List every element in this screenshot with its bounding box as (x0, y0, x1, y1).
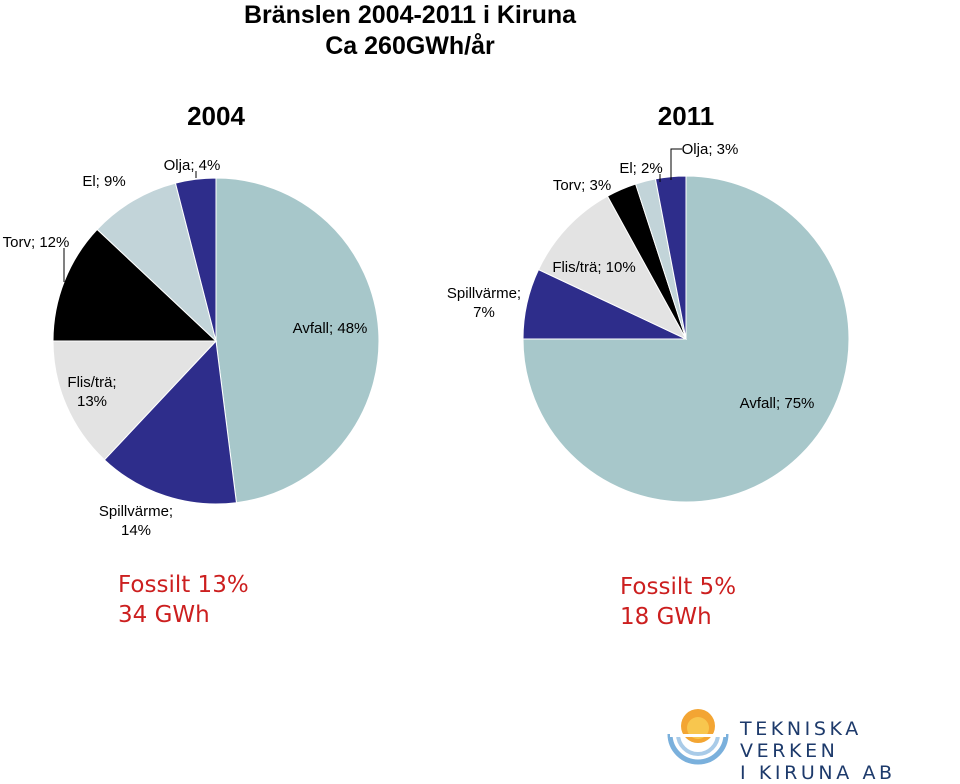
logo-line1: TEKNISKA VERKEN (740, 718, 862, 762)
slice-spillvärme-2004 (103, 339, 237, 505)
slice-label-el-2011: El; 2% (619, 160, 662, 177)
slice-label-avfall-2011: Avfall; 75% (740, 395, 815, 412)
logo-icon (667, 709, 729, 765)
slice-avfall-2011 (522, 175, 850, 503)
fossil-energy-2011: 18 GWh (620, 604, 712, 630)
fossil-summary-2004: Fossilt 13% 34 GWh (118, 570, 249, 630)
slice-label-el-2004: El; 9% (82, 173, 125, 190)
slice-el-2004 (96, 182, 217, 343)
logo-water-mid (676, 733, 720, 756)
pie-title-2004: 2004 (187, 101, 245, 131)
slice-label-flis-trä-2004: Flis/trä; 13% (67, 374, 116, 410)
slice-label-torv-2004: Torv; 12% (3, 234, 70, 251)
logo-sun-inner (687, 717, 709, 739)
fossil-share-2011: Fossilt 5% (620, 574, 737, 600)
slice-label-flis-trä-2011: Flis/trä; 10% (552, 259, 635, 276)
chart-title-line2: Ca 260GWh/år (325, 32, 495, 60)
pie-chart-2004: 2004 Avfall; 48% Spillvärme; 14% Flis/trä; 13… (3, 101, 380, 539)
slice-avfall-2004 (215, 177, 380, 504)
pie-chart-2011: 2011 Avfall; 75% Spillvärme; 7% Flis/trä; 10… (447, 101, 850, 503)
slice-label-spillvärme-2011: Spillvärme; 7% (447, 285, 521, 321)
chart-title-line1: Bränslen 2004-2011 i Kiruna (243, 1, 577, 29)
slice-flis-trä-2004 (52, 340, 218, 461)
slice-label-olja-2011: Olja; 3% (682, 141, 739, 158)
fossil-share-2004: Fossilt 13% (118, 572, 249, 598)
leader-line-olja-2011 (670, 148, 682, 180)
slice-label-torv-2011: Torv; 3% (553, 177, 611, 194)
slice-label-spillvärme-2004: Spillvärme; 14% (99, 503, 173, 539)
fossil-summary-2011: Fossilt 5% 18 GWh (620, 572, 736, 632)
chart-title: Bränslen 2004-2011 i Kiruna Ca 260GWh/år (180, 0, 640, 62)
pie-title-2011: 2011 (658, 101, 714, 131)
logo-line2: I KIRUNA AB (740, 762, 896, 784)
slice-olja-2004 (174, 177, 217, 342)
slice-flis-trä-2011 (537, 195, 688, 341)
fossil-energy-2004: 34 GWh (118, 602, 210, 628)
slice-label-avfall-2004: Avfall; 48% (293, 320, 368, 337)
slice-label-olja-2004: Olja; 4% (164, 157, 221, 174)
logo-water-outer (667, 733, 729, 765)
company-logo-text: TEKNISKA VERKEN I KIRUNA AB (740, 718, 960, 784)
